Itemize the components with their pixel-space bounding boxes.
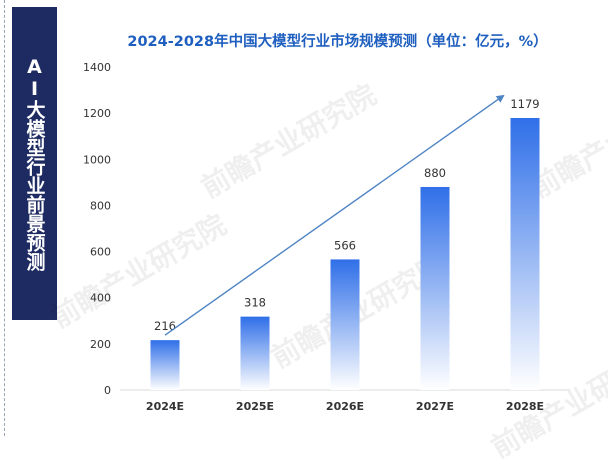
bar [420, 186, 450, 390]
bar [510, 117, 540, 390]
bar-value-label: 880 [424, 166, 446, 180]
left-dashed-border [4, 0, 5, 436]
chart-title: 2024-2028年中国大模型行业市场规模预测（单位：亿元，%） [127, 34, 548, 50]
y-tick-label: 0 [104, 384, 111, 397]
bar [240, 316, 270, 390]
y-tick-label: 600 [90, 246, 111, 259]
bar [150, 340, 180, 390]
y-tick-label: 400 [90, 292, 111, 305]
x-tick-label: 2024E [146, 400, 184, 413]
bar-chart: 0 200 400 600 800 1000 1200 1400 216 2024E 318 202… [83, 61, 570, 413]
y-tick-label: 1400 [83, 61, 111, 74]
bar-value-label: 566 [334, 238, 356, 252]
bar-value-label: 318 [244, 296, 266, 310]
y-tick-label: 800 [90, 199, 111, 212]
x-tick-label: 2026E [326, 400, 364, 413]
bar [330, 259, 360, 390]
y-tick-label: 1000 [83, 153, 111, 166]
side-title: AI大模型行业前景预测 [23, 56, 46, 271]
side-panel: AI大模型行业前景预测 [12, 7, 57, 320]
x-tick-label: 2027E [416, 400, 454, 413]
bar-value-label: 216 [154, 319, 176, 333]
y-tick-label: 200 [90, 338, 111, 351]
bar-value-label: 1179 [510, 97, 539, 111]
y-tick-label: 1200 [83, 107, 111, 120]
x-tick-label: 2025E [236, 400, 274, 413]
x-tick-label: 2028E [506, 400, 544, 413]
trend-arrow [164, 94, 505, 336]
